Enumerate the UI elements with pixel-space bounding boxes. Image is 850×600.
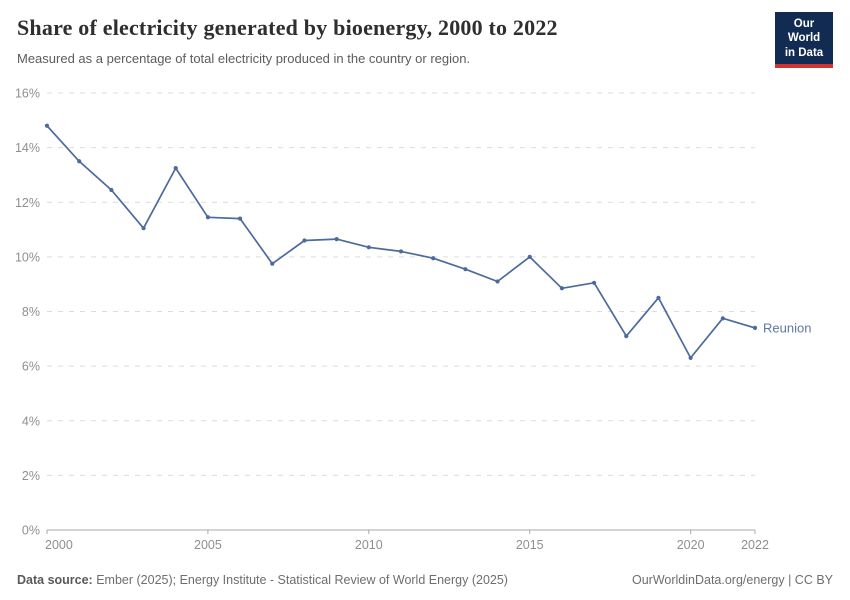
y-tick-label-2: 2% (22, 469, 40, 483)
data-point-2003[interactable] (141, 226, 146, 231)
data-point-2006[interactable] (237, 216, 243, 221)
data-source-text: Ember (2025); Energy Institute - Statist… (96, 573, 508, 587)
series-line-reunion[interactable] (46, 124, 756, 359)
data-point-2005[interactable] (205, 215, 211, 220)
owid-logo-line2: in Data (784, 46, 824, 59)
owid-logo-line1: Our World (787, 18, 821, 45)
series-end-label[interactable]: Reunion (763, 320, 811, 335)
x-tick-label-2022: 2022 (741, 538, 769, 552)
data-point-2008[interactable] (302, 238, 307, 243)
data-point-2007[interactable] (270, 261, 275, 266)
data-point-2012[interactable] (431, 256, 436, 261)
y-tick-label-16: 16% (15, 87, 40, 101)
data-point-2015[interactable] (527, 254, 532, 259)
data-point-2020[interactable] (688, 355, 693, 361)
data-point-2011[interactable] (398, 249, 404, 254)
data-point-2010[interactable] (366, 245, 371, 250)
y-tick-label-10: 10% (15, 250, 40, 264)
x-tick-label-2020: 2020 (677, 538, 705, 552)
y-tick-label-0: 0% (22, 524, 40, 538)
data-source-label: Data source: (17, 573, 93, 587)
x-tick-label-2015: 2015 (516, 538, 544, 552)
y-tick-label-6: 6% (22, 360, 40, 374)
y-tick-label-8: 8% (22, 305, 40, 319)
y-tick-label-4: 4% (22, 414, 40, 428)
x-tick-label-2000: 2000 (45, 538, 73, 552)
credit-link[interactable]: OurWorldinData.org/energy | CC BY (631, 573, 833, 587)
data-point-2000[interactable] (44, 123, 50, 128)
data-point-2009[interactable] (334, 237, 339, 242)
chart-subtitle: Measured as a percentage of total electr… (17, 51, 471, 66)
x-tick-label-2005: 2005 (194, 538, 222, 552)
chart-header: Share of electricity generated by bioene… (17, 15, 755, 66)
data-point-2021[interactable] (720, 316, 725, 321)
data-point-2019[interactable] (656, 295, 661, 300)
data-point-2017[interactable] (591, 280, 597, 285)
data-source: Data source: Ember (2025); Energy Instit… (17, 573, 508, 587)
y-tick-label-12: 12% (15, 196, 40, 210)
y-tick-label-14: 14% (15, 141, 40, 155)
data-point-2018[interactable] (624, 333, 629, 339)
data-point-2016[interactable] (559, 286, 565, 291)
owid-logo[interactable]: Our World in Data (775, 12, 833, 69)
data-point-2013[interactable] (463, 267, 468, 272)
x-tick-label-2010: 2010 (355, 538, 383, 552)
chart-title: Share of electricity generated by bioene… (17, 15, 558, 40)
data-point-2001[interactable] (77, 159, 82, 164)
data-point-2002[interactable] (109, 187, 114, 193)
data-point-2022[interactable] (752, 325, 758, 330)
data-point-2014[interactable] (495, 279, 500, 284)
data-point-2004[interactable] (173, 166, 178, 171)
chart-footer: Data source: Ember (2025); Energy Instit… (17, 573, 833, 587)
